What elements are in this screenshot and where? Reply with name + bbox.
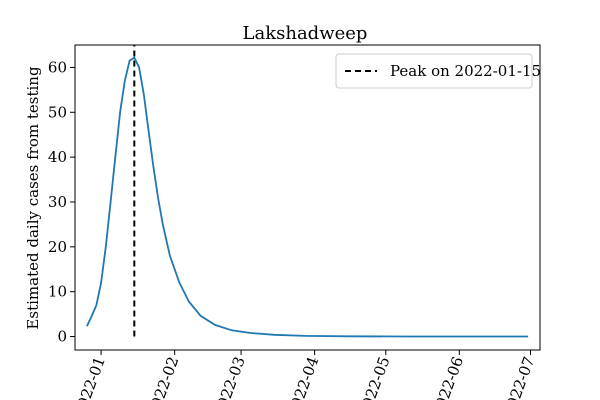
x-axis: 2022-01 2022-02 2022-03 2022-04 2022-05 2022-… [71, 350, 538, 400]
x-tick-label: 2022-05 [355, 354, 393, 400]
y-tick-label: 60 [48, 58, 67, 76]
x-tick-label: 2022-07 [500, 354, 538, 400]
y-tick-label: 0 [57, 328, 67, 346]
plot-frame [74, 44, 541, 351]
chart-title: Lakshadweep [243, 23, 368, 44]
y-axis-label: Estimated daily cases from testing [24, 66, 42, 330]
legend-entry-peak: Peak on 2022-01-15 [390, 62, 541, 80]
y-tick-label: 50 [48, 103, 67, 121]
y-tick-label: 40 [48, 148, 67, 166]
x-tick-label: 2022-06 [429, 354, 467, 400]
y-tick-label: 10 [48, 283, 67, 301]
y-axis: 0 10 20 30 40 50 60 [48, 58, 75, 346]
legend-box [335, 53, 533, 89]
legend: Peak on 2022-01-15 [335, 53, 541, 89]
x-tick-label: 2022-04 [284, 354, 322, 400]
plot-area [86, 45, 529, 338]
x-tick-label: 2022-02 [144, 354, 182, 400]
y-tick-label: 20 [48, 238, 67, 256]
series-line [86, 56, 529, 338]
x-tick-label: 2022-03 [211, 354, 249, 400]
x-tick-label: 2022-01 [71, 354, 109, 400]
y-tick-label: 30 [48, 193, 67, 211]
